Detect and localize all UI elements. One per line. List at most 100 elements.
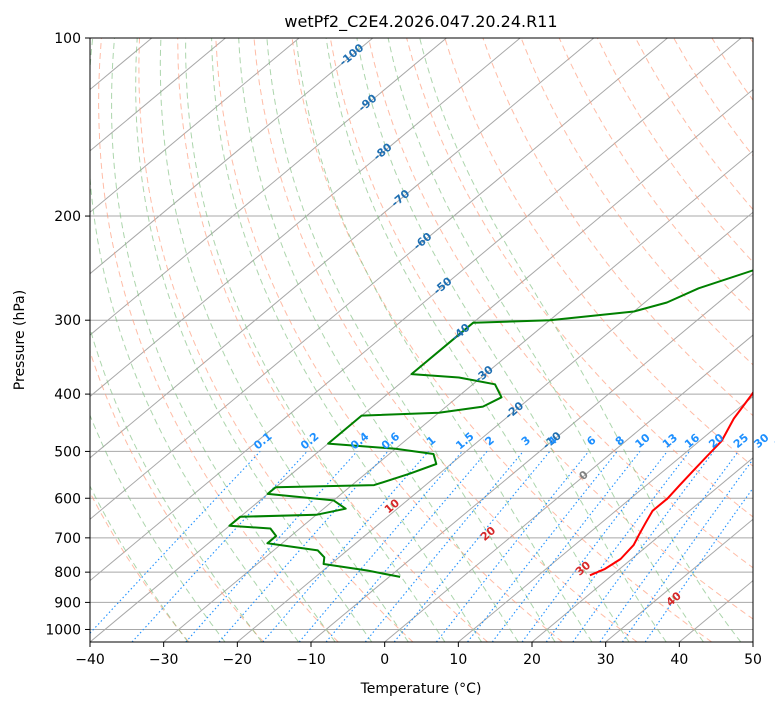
- mixing-ratio-line: [491, 451, 641, 642]
- isotherm-line: [90, 88, 753, 642]
- dry-adiabat-line: [673, 38, 753, 157]
- mixing-ratio-line: [393, 451, 551, 642]
- y-tick-label: 500: [54, 444, 81, 460]
- mixing-ratio-label: 20: [706, 431, 726, 451]
- moist-adiabat-line: [356, 38, 667, 642]
- y-tick-label: 100: [54, 31, 81, 47]
- y-axis-title: Pressure (hPa): [12, 290, 28, 390]
- dry-adiabat-line: [329, 38, 753, 620]
- dry-adiabat-line: [558, 38, 753, 315]
- y-tick-label: 700: [54, 531, 81, 547]
- x-tick-label: 50: [744, 652, 762, 668]
- moist-adiabat-line: [266, 38, 556, 642]
- mixing-ratio-label: 30: [751, 431, 771, 451]
- isotherm-line: [90, 38, 300, 213]
- mixing-ratio-line: [90, 451, 261, 635]
- mixing-ratio-label: 13: [660, 431, 680, 451]
- mixing-ratio-label: 3: [519, 434, 533, 449]
- dry-adiabat-line: [138, 38, 414, 642]
- x-tick-label: 40: [670, 652, 688, 668]
- mixing-ratio-line: [185, 451, 358, 642]
- dry-adiabat-line: [749, 38, 753, 44]
- dry-adiabat-line: [596, 38, 753, 263]
- mixing-ratio-line: [218, 451, 389, 642]
- mixing-ratio-line: [298, 451, 463, 642]
- moist-adiabat-line: [295, 38, 593, 642]
- mixing-ratio-line: [644, 487, 753, 642]
- dry-adiabat-line: [90, 491, 190, 642]
- dewpoint-line: [228, 269, 753, 578]
- mixing-ratio-line: [131, 451, 308, 642]
- dry-adiabat-line: [291, 38, 712, 642]
- moist-adiabat-label: 10: [382, 496, 402, 516]
- isotherm-line: [90, 38, 374, 275]
- mixing-ratio-label: 1: [424, 434, 438, 449]
- chart-title: wetPf2_C2E4.2026.047.20.24.R11: [284, 12, 557, 32]
- y-tick-label: 600: [54, 491, 81, 507]
- x-tick-label: −10: [296, 652, 326, 668]
- moist-adiabat-line: [238, 38, 519, 642]
- mixing-ratio-label: 0.1: [251, 430, 274, 452]
- x-axis-title: Temperature (°C): [360, 681, 482, 697]
- dry-adiabat-line: [215, 38, 563, 642]
- x-tick-label: −30: [149, 652, 179, 668]
- mixing-ratio-label: 16: [682, 431, 702, 451]
- dry-adiabat-line: [177, 38, 488, 642]
- y-tick-label: 200: [54, 209, 81, 225]
- y-tick-label: 900: [54, 595, 81, 611]
- background-lines: [0, 38, 753, 642]
- temperature-line: [589, 390, 753, 577]
- sounding-lines: [228, 269, 753, 578]
- mixing-ratio-line: [621, 458, 753, 642]
- isotherm-line: [384, 334, 753, 642]
- y-tick-label: 800: [54, 565, 81, 581]
- moist-adiabat-line: [135, 38, 373, 642]
- moist-adiabat-line: [90, 38, 299, 642]
- dry-adiabat-line: [635, 38, 753, 211]
- y-tick-label: 300: [54, 313, 81, 329]
- mixing-ratio-line: [325, 451, 488, 642]
- isotherm-line: [90, 38, 742, 582]
- mixing-ratio-line: [545, 451, 690, 642]
- isotherm-line: [90, 38, 521, 398]
- mixing-ratio-label: 0.4: [348, 430, 372, 453]
- dry-adiabat-line: [406, 38, 753, 518]
- moist-adiabat-line: [185, 38, 446, 642]
- mixing-ratio-label: 10: [633, 431, 653, 451]
- moist-adiabat-line: [90, 326, 263, 642]
- x-tick-label: −40: [75, 652, 105, 668]
- dry-adiabat-line: [90, 349, 264, 642]
- moist-adiabat-line: [90, 484, 189, 642]
- isotherm-line: [90, 38, 447, 336]
- x-tick-label: 10: [449, 652, 467, 668]
- moist-adiabat-line: [211, 38, 483, 642]
- dry-adiabat-line: [253, 38, 638, 642]
- mixing-ratio-line: [364, 451, 524, 642]
- dry-adiabat-line: [482, 38, 753, 417]
- isotherm-line: [90, 38, 595, 459]
- moist-adiabat-label: 40: [664, 589, 684, 609]
- mixing-ratio-label: 1.5: [453, 430, 476, 452]
- isotherm-line: [605, 518, 753, 642]
- dry-adiabat-line: [711, 38, 753, 102]
- plot-frame: [89, 37, 754, 643]
- moist-adiabat-line: [159, 38, 409, 642]
- x-tick-label: 30: [597, 652, 615, 668]
- dry-adiabat-line: [98, 38, 339, 642]
- isotherm-line: [90, 38, 668, 520]
- moist-adiabat-line: [90, 413, 226, 642]
- isotherm-line: [0, 38, 4, 642]
- isotherm-line: [531, 457, 753, 642]
- y-tick-label: 1000: [45, 622, 81, 638]
- x-tick-label: 0: [380, 652, 389, 668]
- dry-adiabat-line: [444, 38, 753, 467]
- mixing-ratio-label: 6: [584, 433, 598, 448]
- mixing-ratio-line: [467, 451, 618, 642]
- isotherm-line: [163, 150, 753, 642]
- mixing-ratio-line: [572, 451, 715, 642]
- mixing-ratio-label: 36: [772, 431, 775, 451]
- isotherm-line: [679, 579, 753, 642]
- mixing-ratio-label: 0.2: [298, 430, 321, 452]
- moist-adiabat-line: [419, 38, 742, 642]
